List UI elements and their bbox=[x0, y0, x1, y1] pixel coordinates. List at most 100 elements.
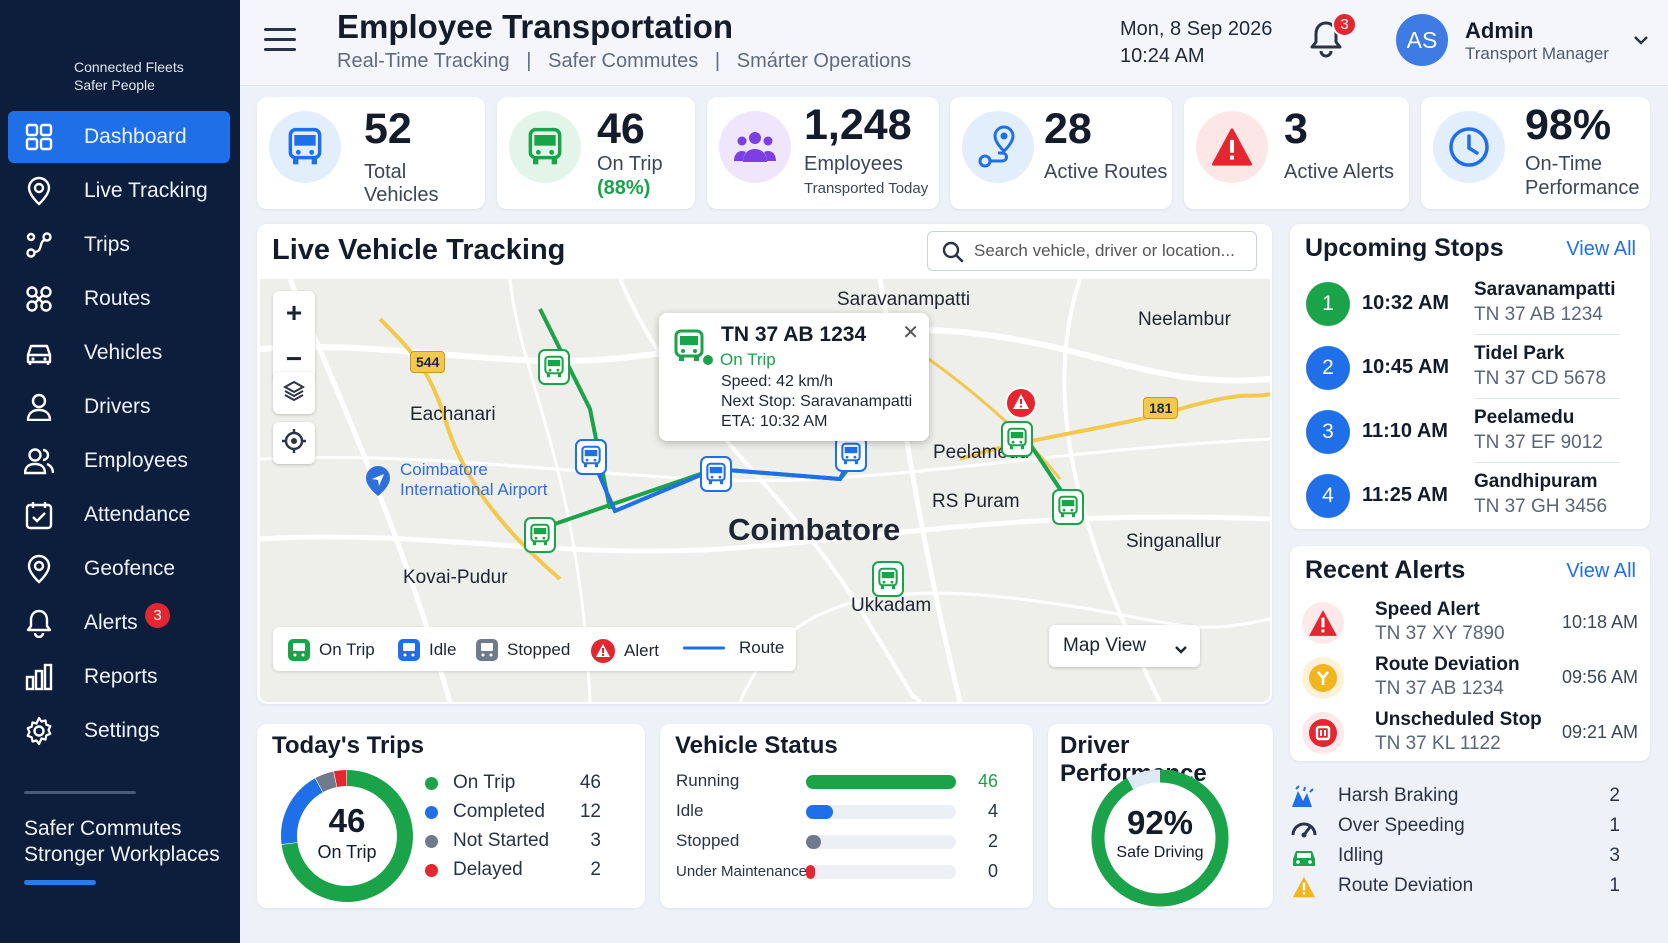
vehicle-marker[interactable] bbox=[575, 439, 607, 475]
zoom-out-button[interactable]: − bbox=[285, 343, 303, 374]
driver-icon bbox=[22, 390, 56, 424]
dashboard-icon bbox=[22, 120, 56, 154]
map-view-select[interactable]: Map View bbox=[1049, 625, 1200, 667]
locate-me-button[interactable] bbox=[273, 422, 315, 464]
idling-car-icon bbox=[1290, 845, 1318, 875]
alerts-view-all-link[interactable]: View All bbox=[1566, 560, 1636, 582]
sidebar: Connected Fleets Safer People Dashboard L… bbox=[0, 0, 240, 943]
sidebar-item-alerts[interactable]: Alerts 3 bbox=[8, 597, 230, 649]
sidebar-item-settings[interactable]: Settings bbox=[8, 705, 230, 757]
sidebar-item-trips[interactable]: Trips bbox=[8, 219, 230, 271]
vehicle-status-label: Idle bbox=[676, 801, 704, 820]
location-pin-icon bbox=[22, 174, 56, 208]
stat-card-active-routes[interactable]: 28 Active Routes bbox=[950, 97, 1172, 209]
sidebar-item-dashboard[interactable]: Dashboard bbox=[8, 111, 230, 163]
trip-label: On Trip bbox=[453, 772, 516, 793]
crosshair-icon bbox=[281, 428, 307, 459]
sidebar-item-label: Reports bbox=[84, 665, 158, 688]
driver-performance-row: Harsh Braking 2 bbox=[1290, 785, 1620, 811]
stop-item[interactable]: 4 11:25 AM Gandhipuram TN 37 GH 3456 bbox=[1290, 466, 1650, 528]
chevron-down-icon[interactable] bbox=[1633, 32, 1649, 50]
vehicle-marker[interactable] bbox=[700, 456, 732, 492]
bus-icon bbox=[509, 111, 581, 183]
warning-icon bbox=[1196, 111, 1268, 183]
vehicle-marker[interactable] bbox=[835, 436, 867, 472]
user-name[interactable]: Admin bbox=[1465, 18, 1534, 43]
vehicle-marker[interactable] bbox=[538, 349, 570, 385]
sidebar-item-employees[interactable]: Employees bbox=[8, 435, 230, 487]
vehicle-marker[interactable] bbox=[872, 561, 904, 597]
stat-card-on-trip[interactable]: 46 On Trip (88%) bbox=[497, 97, 695, 209]
employees-icon bbox=[719, 111, 791, 183]
vehicle-status-track bbox=[806, 775, 956, 789]
trip-legend-dot bbox=[425, 864, 438, 877]
gear-icon bbox=[22, 714, 56, 748]
vehicle-status-bar bbox=[806, 805, 833, 819]
stat-card-on-time[interactable]: 98% On-Time Performance bbox=[1421, 97, 1650, 209]
stop-item[interactable]: 2 10:45 AM Tidel Park TN 37 CD 5678 bbox=[1290, 338, 1650, 400]
legend-label: Alert bbox=[624, 641, 659, 660]
stop-number: 1 bbox=[1306, 282, 1350, 326]
search-input[interactable] bbox=[974, 236, 1249, 266]
stat-card-total-vehicles[interactable]: 52 Total Vehicles bbox=[257, 97, 485, 209]
chevron-down-icon bbox=[1174, 639, 1188, 661]
vehicle-status-row: Idle 4 bbox=[676, 801, 998, 825]
stat-value: 28 bbox=[1044, 105, 1092, 153]
sidebar-item-vehicles[interactable]: Vehicles bbox=[8, 327, 230, 379]
map-label-singanallur: Singanallur bbox=[1126, 531, 1222, 552]
vehicle-marker[interactable] bbox=[1001, 421, 1033, 457]
trip-row: Delayed 2 bbox=[425, 859, 601, 883]
vehicle-marker[interactable] bbox=[1052, 489, 1084, 525]
sidebar-item-routes[interactable]: Routes bbox=[8, 273, 230, 325]
hamburger-menu-icon[interactable] bbox=[264, 27, 296, 58]
map-legend: On Trip Idle Stopped Alert Route bbox=[273, 627, 796, 671]
sidebar-item-label: Alerts bbox=[84, 611, 138, 634]
warning-icon bbox=[1302, 602, 1344, 644]
stops-view-all-link[interactable]: View All bbox=[1566, 238, 1636, 260]
sidebar-item-geofence[interactable]: Geofence bbox=[8, 543, 230, 595]
trip-value: 3 bbox=[590, 830, 601, 851]
stop-vehicle: TN 37 CD 5678 bbox=[1474, 368, 1607, 389]
sidebar-item-reports[interactable]: Reports bbox=[8, 651, 230, 703]
stop-item[interactable]: 1 10:32 AM Saravanampatti TN 37 AB 1234 bbox=[1290, 274, 1650, 336]
sidebar-item-drivers[interactable]: Drivers bbox=[8, 381, 230, 433]
map-label-rs-puram: RS Puram bbox=[932, 491, 1020, 512]
vehicle-icon bbox=[22, 336, 56, 370]
stat-value: 3 bbox=[1284, 105, 1308, 153]
map-search[interactable] bbox=[927, 231, 1257, 271]
driver-metric-label: Over Speeding bbox=[1338, 815, 1465, 836]
sidebar-item-live-tracking[interactable]: Live Tracking bbox=[8, 165, 230, 217]
driver-metric-label: Idling bbox=[1338, 845, 1384, 866]
avatar[interactable]: AS bbox=[1396, 14, 1448, 66]
alert-time: 09:21 AM bbox=[1561, 722, 1638, 742]
stop-time: 10:32 AM bbox=[1362, 292, 1450, 314]
layers-button[interactable] bbox=[273, 372, 315, 414]
gauge-fill bbox=[1091, 769, 1229, 907]
sidebar-item-attendance[interactable]: Attendance bbox=[8, 489, 230, 541]
map-label-ukkadam: Ukkadam bbox=[851, 595, 932, 616]
stat-label: Active Alerts bbox=[1284, 161, 1395, 183]
stat-card-active-alerts[interactable]: 3 Active Alerts bbox=[1184, 97, 1409, 209]
trip-row: Completed 12 bbox=[425, 801, 601, 825]
driver-metric-value: 2 bbox=[1609, 785, 1620, 806]
vehicle-marker[interactable] bbox=[524, 517, 556, 553]
alert-item[interactable]: Route Deviation TN 37 AB 1234 09:56 AM bbox=[1290, 651, 1650, 705]
upcoming-stops-title: Upcoming Stops bbox=[1305, 234, 1504, 262]
vehicle-status-value: 4 bbox=[987, 801, 998, 821]
legend-label: Idle bbox=[429, 640, 457, 659]
safe-driving-label: Safe Driving bbox=[1116, 844, 1204, 861]
vehicle-status-label: Running bbox=[676, 771, 740, 790]
alert-marker-icon[interactable] bbox=[1005, 387, 1037, 424]
vehicle-status-track bbox=[806, 805, 956, 819]
close-icon[interactable]: ✕ bbox=[902, 322, 919, 344]
stat-value: 1,248 bbox=[804, 101, 912, 149]
sidebar-item-label: Live Tracking bbox=[84, 179, 208, 202]
reports-icon bbox=[22, 660, 56, 694]
alert-item[interactable]: Unscheduled Stop TN 37 KL 1122 09:21 AM bbox=[1290, 706, 1650, 760]
map-canvas[interactable]: Saravanampatti Neelambur Eachanari Peelamed… bbox=[260, 279, 1270, 702]
road-number-badge: 181 bbox=[1143, 397, 1179, 419]
alert-item[interactable]: Speed Alert TN 37 XY 7890 10:18 AM bbox=[1290, 596, 1650, 650]
zoom-in-button[interactable]: + bbox=[285, 297, 303, 328]
stop-item[interactable]: 3 11:10 AM Peelamedu TN 37 EF 9012 bbox=[1290, 402, 1650, 464]
stat-card-employees[interactable]: 1,248 Employees Transported Today bbox=[707, 97, 939, 209]
